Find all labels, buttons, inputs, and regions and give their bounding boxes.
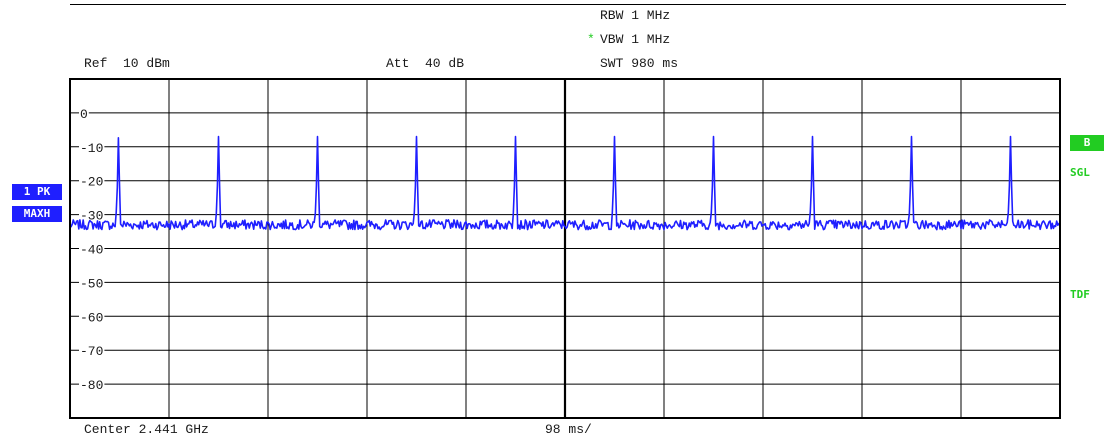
rbw-readout: RBW 1 MHz [600,8,671,23]
trigger-badge: B [1070,135,1104,151]
y-tick-label: -10 [80,141,103,156]
swt-readout: SWT 980 ms [600,56,679,71]
single-sweep-indicator: SGL [1070,166,1090,179]
y-tick-label: -80 [80,378,103,393]
y-tick-label-bg [79,206,105,222]
y-tick-label-bg [79,308,105,324]
y-tick-labels: 0 -10 -20 -30 -40 -50 -60 -70 -80 [79,104,105,393]
grid [70,79,1060,418]
y-tick-label-bg [79,376,105,392]
trace-line [69,135,1061,231]
y-tick-label-bg [79,172,105,188]
center-frequency-label: Center 2.441 GHz [84,422,209,437]
vbw-readout: VBW 1 MHz [600,32,671,47]
transducer-indicator: TDF [1070,288,1090,301]
trace-mode-badge: 1 PK [12,184,62,200]
y-tick-label: 0 [80,107,88,122]
time-per-division-label: 98 ms/ [545,422,592,437]
top-rule [70,4,1066,5]
ref-level-readout: Ref 10 dBm [84,56,170,71]
vbw-coupled-star: * [587,32,595,47]
y-tick-label: -20 [80,175,103,190]
y-tick-label: -30 [80,209,103,224]
plot-frame [69,78,1061,419]
y-tick-label: -60 [80,310,103,325]
y-tick-label-bg [79,274,105,290]
y-tick-label-bg [79,342,105,358]
y-tick-label: -70 [80,344,103,359]
attenuation-readout: Att 40 dB [386,56,465,71]
y-tick-label: -40 [80,243,103,258]
y-tick-label-bg [79,104,89,120]
y-tick-label-bg [79,138,105,154]
detector-badge: MAXH [12,206,62,222]
y-tick-label: -50 [80,276,103,291]
y-tick-label-bg [79,240,105,256]
